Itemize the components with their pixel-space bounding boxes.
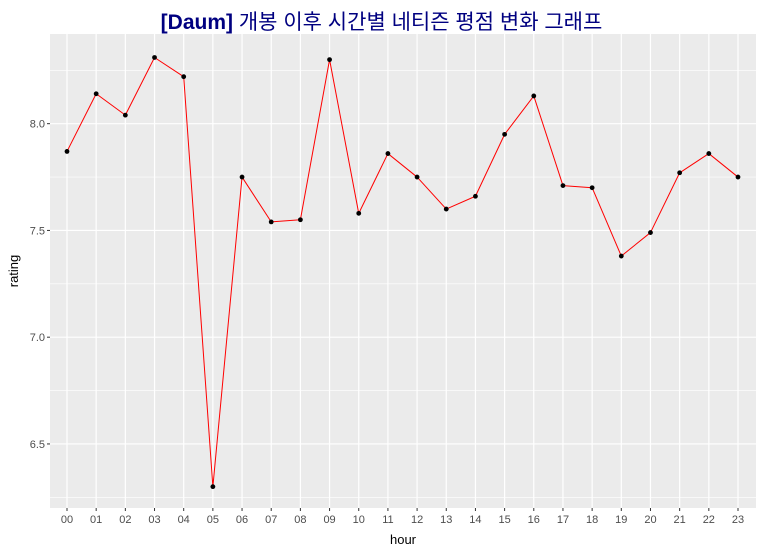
data-point [648, 230, 653, 235]
x-tick-label: 00 [61, 514, 73, 526]
data-point [93, 91, 99, 97]
y-tick-label: 7.5 [30, 225, 45, 237]
data-point [443, 206, 449, 212]
x-tick-label: 09 [323, 514, 335, 526]
x-tick-label: 05 [207, 514, 219, 526]
data-point [706, 151, 712, 156]
x-tick-label: 12 [411, 514, 423, 526]
y-tick-label: 8.0 [30, 119, 45, 131]
x-tick-label: 03 [148, 514, 160, 526]
data-point [414, 174, 420, 180]
y-axis: 6.5 7.0 7.5 8.0 [30, 119, 50, 451]
x-tick-label: 02 [119, 514, 131, 526]
x-tick-label: 20 [644, 514, 656, 526]
x-tick-label: 23 [732, 514, 744, 526]
data-point [210, 484, 216, 490]
data-point [618, 253, 624, 259]
data-point [152, 55, 157, 60]
data-point [385, 151, 391, 156]
data-point [735, 174, 741, 180]
plot-panel [50, 34, 756, 508]
x-tick-label: 22 [703, 514, 715, 526]
data-point [560, 183, 566, 188]
data-point [64, 149, 70, 154]
x-tick-label: 13 [440, 514, 452, 526]
y-tick-label: 6.5 [30, 439, 45, 451]
x-axis: 00 01 02 03 04 05 06 07 08 09 10 11 12 13 14 15 16 17 18 19… [61, 508, 744, 526]
data-point [327, 57, 332, 63]
x-tick-label: 16 [528, 514, 540, 526]
data-point [268, 219, 274, 225]
x-tick-label: 01 [90, 514, 102, 526]
x-tick-label: 17 [557, 514, 569, 526]
chart-title: [Daum] 개봉 이후 시간별 네티즌 평점 변화 그래프 [0, 6, 763, 36]
data-point [297, 217, 303, 223]
data-point [473, 193, 478, 199]
x-tick-label: 04 [178, 514, 190, 526]
data-point [181, 74, 187, 80]
x-tick-label: 14 [469, 514, 481, 526]
chart-title-tag: [Daum] [160, 11, 234, 34]
data-points [64, 55, 741, 490]
minor-grid [50, 69, 756, 498]
y-axis-title: rating [6, 255, 21, 288]
x-axis-title: hour [390, 532, 417, 547]
series-rating [66, 56, 739, 488]
x-tick-label: 07 [265, 514, 277, 526]
data-point [531, 93, 537, 99]
x-tick-label: 06 [236, 514, 248, 526]
data-point [589, 185, 595, 191]
data-point [502, 131, 508, 137]
data-point [356, 210, 362, 216]
data-point [239, 174, 245, 180]
x-tick-label: 11 [382, 514, 393, 526]
data-point [677, 170, 683, 176]
data-point [122, 112, 128, 118]
x-tick-label: 18 [586, 514, 598, 526]
series-line [66, 56, 739, 488]
y-tick-label: 7.0 [30, 332, 45, 344]
x-tick-label: 08 [294, 514, 306, 526]
x-tick-label: 15 [498, 514, 510, 526]
x-tick-label: 10 [353, 514, 365, 526]
x-tick-label: 21 [674, 514, 686, 526]
x-tick-label: 19 [615, 514, 627, 526]
chart-title-text: 개봉 이후 시간별 네티즌 평점 변화 그래프 [238, 11, 603, 34]
